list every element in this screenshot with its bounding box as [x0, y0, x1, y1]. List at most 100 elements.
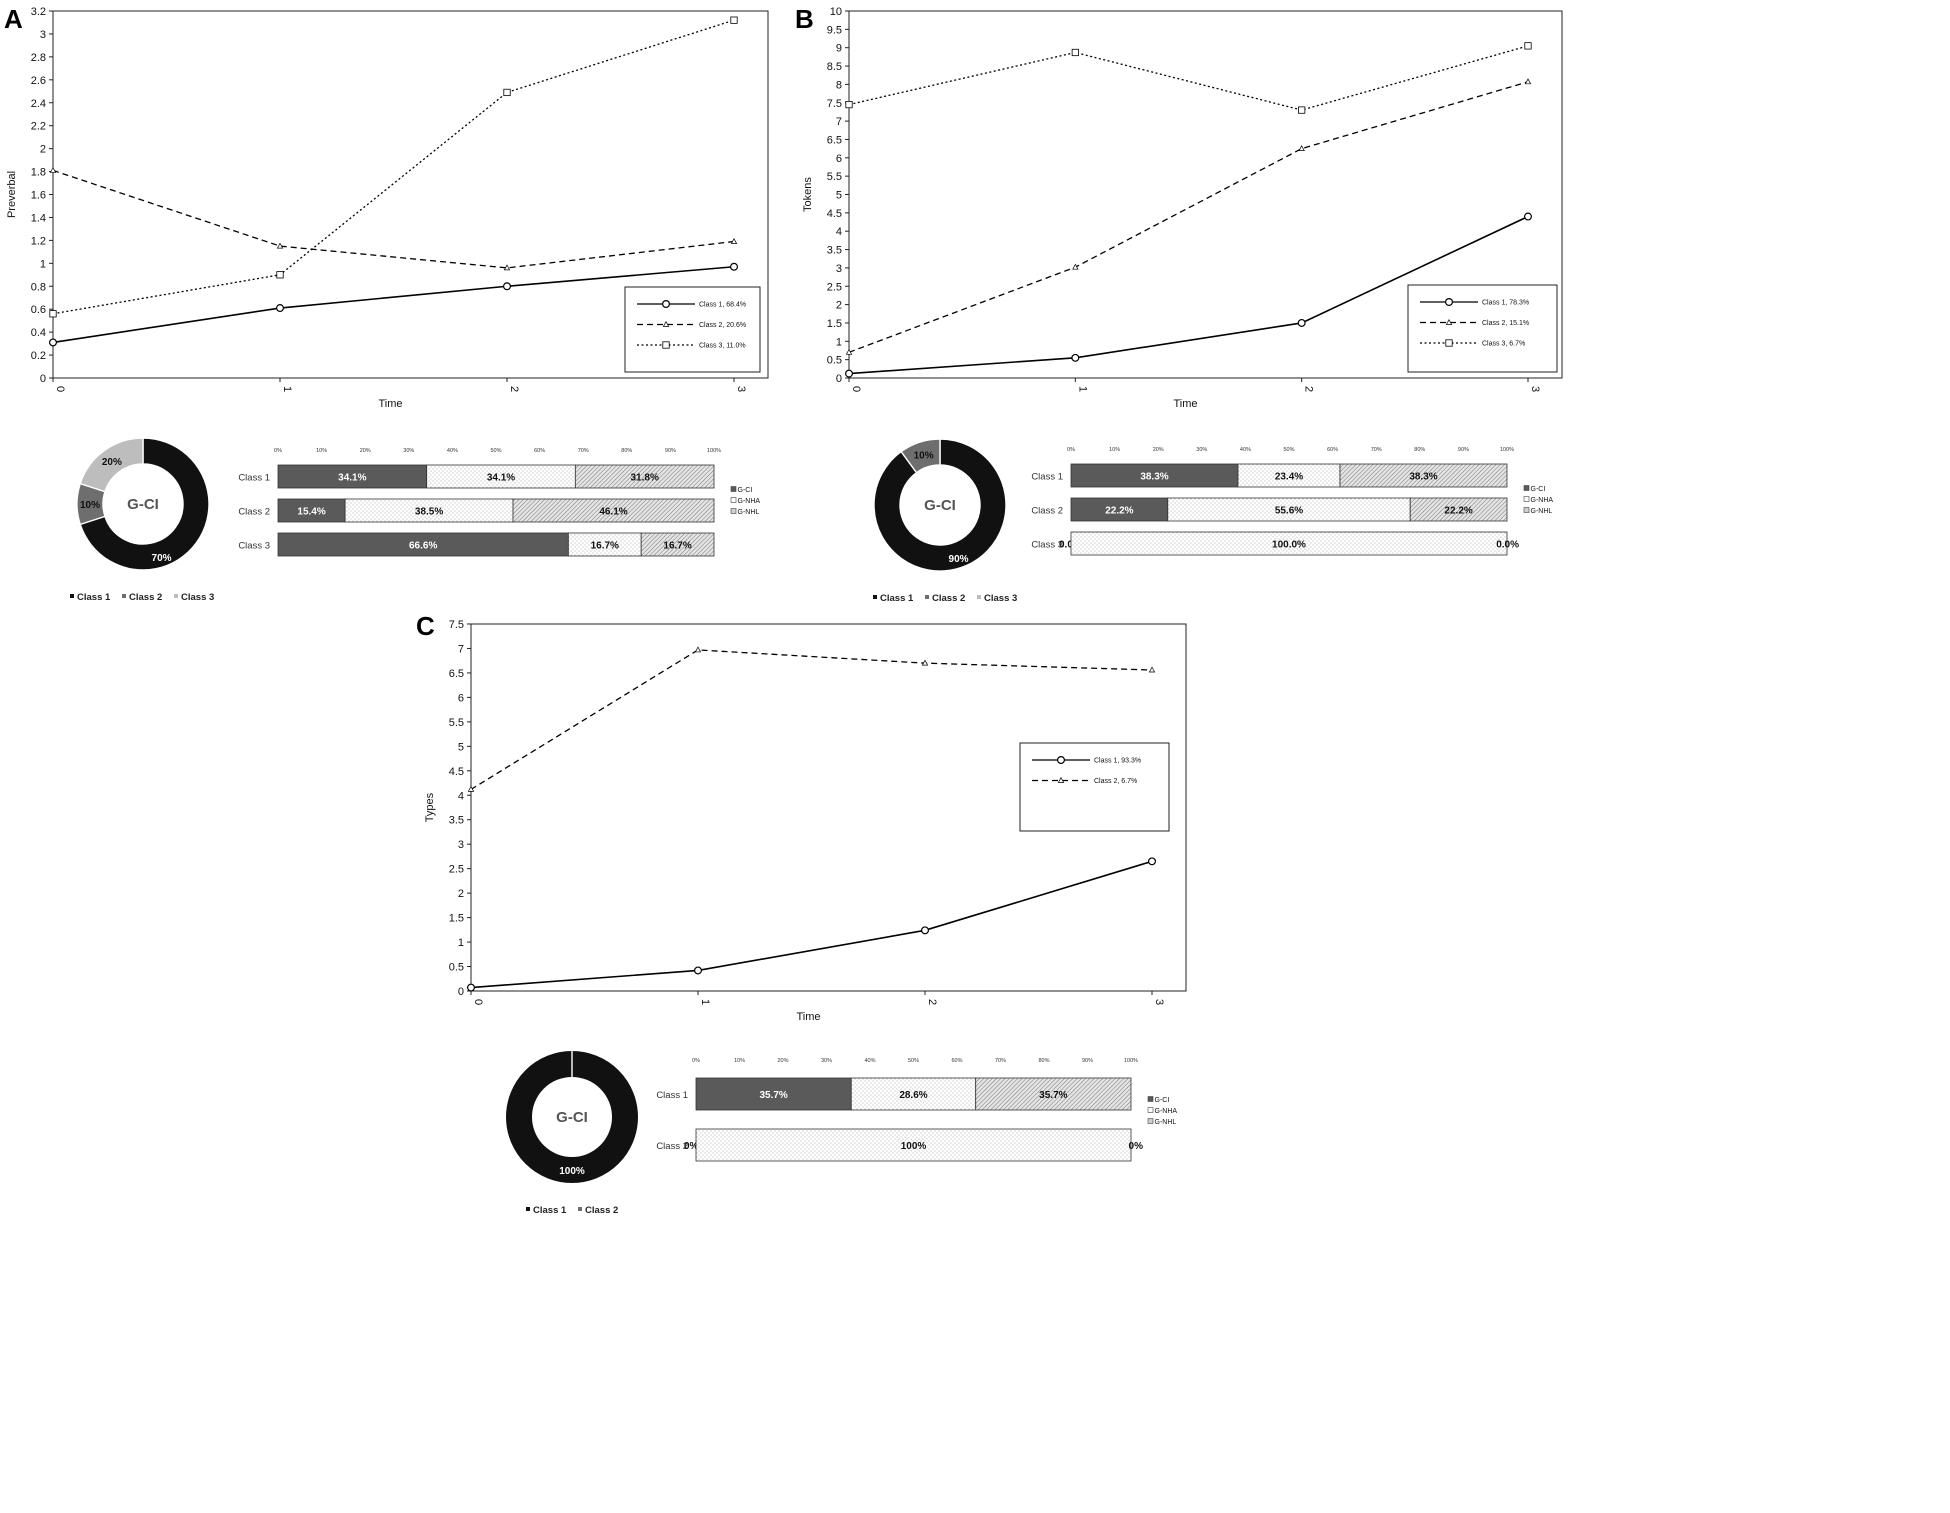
bar-row-label: Class 2 [1031, 506, 1063, 517]
percent-tick-label: 20% [1153, 447, 1164, 453]
y-tick-label: 0 [836, 373, 842, 385]
category-legend-label: G-NHA [1531, 497, 1554, 504]
percent-tick-label: 10% [1109, 447, 1120, 453]
category-legend-label: G-NHL [1155, 1119, 1177, 1126]
bar-row-label: Class 2 [656, 1141, 688, 1152]
x-axis-label: Time [1173, 398, 1197, 410]
donut-center-label: G-CI [556, 1109, 588, 1126]
x-axis-label: Time [378, 398, 402, 410]
data-point-class-2 [1524, 78, 1532, 85]
series-line-class-1 [52, 265, 735, 344]
legend-marker-class-2 [662, 320, 670, 327]
y-tick-label: 7.5 [827, 98, 842, 110]
y-tick-label: 1.5 [827, 318, 842, 330]
y-tick-label: 4 [458, 790, 464, 802]
y-tick-label: 3 [458, 839, 464, 851]
bar-row-label: Class 1 [1031, 472, 1063, 483]
category-legend-label: G-CI [1155, 1097, 1170, 1104]
percent-tick-label: 80% [621, 448, 632, 454]
bar-value-label: 22.2% [1444, 506, 1472, 517]
y-tick-label: 3.2 [31, 6, 46, 18]
data-point-class-2 [1148, 666, 1156, 673]
donut-legend-label: Class 2 [585, 1205, 618, 1216]
y-axis-label: Types [424, 792, 436, 822]
percent-tick-label: 70% [1371, 447, 1382, 453]
percent-tick-label: 50% [908, 1058, 919, 1064]
y-tick-label: 4.5 [827, 208, 842, 220]
percent-tick-label: 70% [995, 1058, 1006, 1064]
bar-value-label: 100% [901, 1141, 927, 1152]
y-tick-label: 5.5 [449, 717, 464, 729]
bar-value-label: 15.4% [297, 507, 325, 518]
bar-value-label: 28.6% [899, 1090, 927, 1101]
y-tick-label: 6 [836, 153, 842, 165]
bar-segment-g-nhl [640, 532, 715, 557]
y-tick-label: 0 [458, 986, 464, 998]
legend-label-class-3: Class 3, 11.0% [699, 343, 746, 350]
line-chart-b: B 0 0.5 1 1.5 2 2.5 3 3.5 4 4.5 5 5.5 6 6.5 7 7.5 8 8.5 9 9.… [795, 4, 1563, 410]
data-point-class-2 [1072, 263, 1079, 270]
data-point-class-3 [1071, 48, 1079, 57]
donut-segment-class-3 [79, 437, 144, 493]
y-tick-label: 2 [458, 888, 464, 900]
y-tick-label: 5 [836, 190, 842, 202]
panel-label-b: B [795, 4, 814, 34]
y-tick-label: 1 [836, 336, 842, 348]
y-tick-label: 2.2 [31, 121, 46, 133]
x-tick-label: 2 [508, 386, 520, 392]
y-tick-label: 1 [40, 258, 46, 270]
y-tick-label: 2 [40, 144, 46, 156]
percent-tick-label: 20% [360, 448, 371, 454]
data-point-class-2 [276, 242, 284, 249]
data-point-class-3 [49, 310, 57, 318]
x-tick-label: 3 [735, 386, 747, 392]
y-tick-label: 2.5 [449, 864, 464, 876]
y-tick-label: 7 [836, 116, 842, 128]
y-tick-label: 2.6 [31, 75, 46, 87]
category-legend-swatch [730, 497, 737, 503]
percent-tick-label: 100% [1500, 447, 1514, 453]
legend-marker-class-1 [1444, 298, 1453, 307]
legend-box [1407, 284, 1558, 373]
donut-legend-swatch [873, 595, 877, 599]
y-tick-label: 6.5 [827, 134, 842, 146]
series-line-class-2 [470, 649, 1153, 790]
legend-marker-class-3 [1445, 339, 1453, 347]
category-legend-label: G-NHL [738, 509, 760, 516]
donut-legend-label: Class 2 [932, 593, 965, 604]
y-tick-label: 3 [40, 29, 46, 41]
donut-legend-swatch [174, 594, 178, 598]
legend-label-class-1: Class 1, 78.3% [1482, 300, 1529, 307]
percent-tick-label: 20% [777, 1058, 788, 1064]
percent-tick-label: 100% [1124, 1058, 1138, 1064]
percent-tick-label: 60% [951, 1058, 962, 1064]
percent-tick-label: 30% [1196, 447, 1207, 453]
percent-tick-label: 30% [821, 1058, 832, 1064]
donut-center-label: G-CI [127, 496, 159, 513]
data-point-class-1 [1297, 318, 1306, 327]
y-tick-label: 0.5 [827, 355, 842, 367]
y-tick-label: 8.5 [827, 61, 842, 73]
bar-value-label: 38.3% [1409, 472, 1437, 483]
y-tick-label: 0.8 [31, 281, 46, 293]
bar-value-label: 46.1% [599, 507, 627, 518]
data-point-class-1 [276, 304, 285, 313]
bar-row-label: Class 2 [238, 507, 270, 518]
data-point-class-3 [276, 271, 284, 279]
percent-tick-label: 40% [447, 448, 458, 454]
bar-value-label: 34.1% [487, 473, 515, 484]
donut-legend-label: Class 1 [77, 592, 111, 603]
percent-tick-label: 50% [1283, 447, 1294, 453]
series-line-class-3 [52, 19, 735, 315]
donut-center-label: G-CI [924, 497, 956, 514]
data-point-class-3 [1298, 106, 1306, 114]
category-legend-swatch [730, 486, 737, 492]
legend-label-class-1: Class 1, 93.3% [1094, 758, 1141, 765]
bar-value-label: 0% [684, 1141, 699, 1152]
series-line-class-1 [470, 860, 1153, 989]
percent-tick-label: 10% [316, 448, 327, 454]
y-tick-label: 7.5 [449, 619, 464, 631]
y-tick-label: 0.4 [31, 327, 46, 339]
data-point-class-2 [49, 166, 57, 173]
donut-legend-swatch [70, 594, 74, 598]
